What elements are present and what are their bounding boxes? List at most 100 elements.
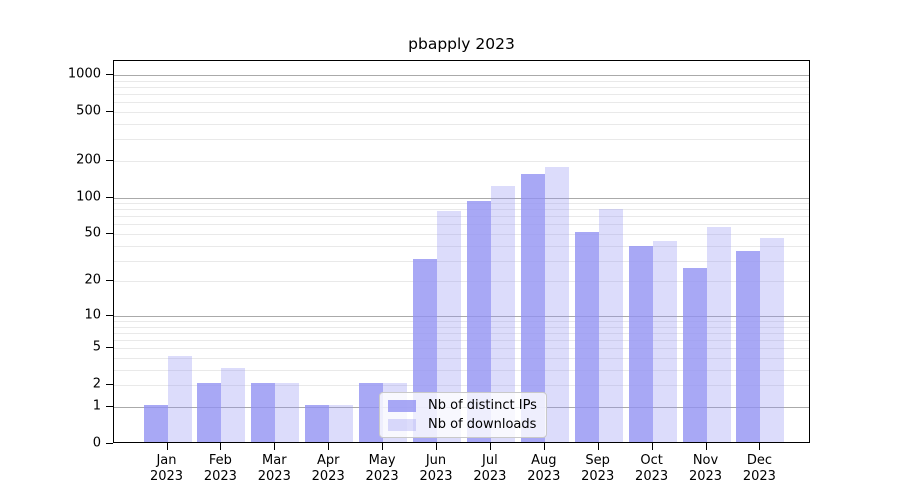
bar-distinct-ips <box>251 383 276 442</box>
x-tick-month: Jul <box>482 453 498 468</box>
gridline-minor <box>114 340 809 342</box>
y-tick-label: 200 <box>76 152 101 168</box>
gridline-minor <box>114 332 809 334</box>
legend-swatch-distinct-ips <box>388 399 416 412</box>
x-tick-month: Jan <box>156 453 177 468</box>
bar-distinct-ips <box>197 383 222 442</box>
x-tick-mark <box>382 443 384 450</box>
x-tick-year: 2023 <box>581 469 615 484</box>
legend-item-downloads: Nb of downloads <box>388 417 538 432</box>
gridline-minor <box>114 260 809 262</box>
gridline-minor <box>114 203 809 205</box>
x-tick-mark <box>328 443 330 450</box>
bar-downloads <box>598 208 623 442</box>
y-tick-label: 100 <box>76 189 101 205</box>
y-tick-label: 5 <box>92 339 101 355</box>
bar-downloads <box>221 367 246 442</box>
x-tick-label: Sep 2023 <box>566 453 630 485</box>
y-tick-mark <box>106 384 113 386</box>
bar-downloads <box>544 167 569 442</box>
x-tick-label: Feb 2023 <box>188 453 252 485</box>
gridline-major <box>114 315 809 317</box>
bar-distinct-ips <box>628 246 653 442</box>
gridline-major <box>114 75 809 77</box>
bar-downloads <box>760 237 785 442</box>
x-tick-label: Dec 2023 <box>727 453 791 485</box>
bar-distinct-ips <box>305 405 330 442</box>
x-tick-year: 2023 <box>419 469 453 484</box>
gridline-minor <box>114 234 809 236</box>
y-tick-mark <box>106 74 113 76</box>
gridline-minor <box>114 216 809 218</box>
y-tick-label: 1 <box>92 398 101 414</box>
gridline-minor <box>114 160 809 162</box>
plot-area: Nb of distinct IPs Nb of downloads <box>113 60 810 443</box>
bar-distinct-ips <box>574 232 599 442</box>
gridline-minor <box>114 86 809 88</box>
y-tick-label: 20 <box>84 272 101 288</box>
gridline-minor <box>114 281 809 283</box>
bar-distinct-ips <box>736 250 761 442</box>
gridline-minor <box>114 102 809 104</box>
gridline-minor <box>114 224 809 226</box>
gridline-minor <box>114 123 809 125</box>
chart-title: pbapply 2023 <box>408 35 515 53</box>
x-tick-year: 2023 <box>527 469 561 484</box>
x-tick-year: 2023 <box>635 469 669 484</box>
y-tick-label: 2 <box>92 376 101 392</box>
x-tick-label: Jun 2023 <box>404 453 468 485</box>
x-tick-mark <box>759 443 761 450</box>
legend-swatch-downloads <box>388 418 416 431</box>
legend: Nb of distinct IPs Nb of downloads <box>379 392 547 438</box>
x-tick-mark <box>705 443 707 450</box>
x-tick-mark <box>274 443 276 450</box>
x-tick-mark <box>597 443 599 450</box>
x-tick-month: May <box>368 453 396 468</box>
gridline-minor <box>114 209 809 211</box>
x-tick-label: Nov 2023 <box>674 453 738 485</box>
x-tick-month: Nov <box>692 453 719 468</box>
gridline-minor <box>114 326 809 328</box>
x-tick-year: 2023 <box>203 469 237 484</box>
y-tick-label: 0 <box>92 435 101 451</box>
legend-item-distinct-ips: Nb of distinct IPs <box>388 398 538 413</box>
y-tick-label: 1000 <box>67 66 101 82</box>
gridline-minor <box>114 94 809 96</box>
y-tick-mark <box>106 159 113 161</box>
y-tick-label: 500 <box>76 103 101 119</box>
x-tick-mark <box>166 443 168 450</box>
x-tick-label: Mar 2023 <box>242 453 306 485</box>
y-tick-mark <box>106 196 113 198</box>
gridline-minor <box>114 369 809 371</box>
y-tick-mark <box>106 280 113 282</box>
y-tick-mark <box>106 314 113 316</box>
y-tick-mark <box>106 233 113 235</box>
x-tick-month: Feb <box>208 453 232 468</box>
legend-label-downloads: Nb of downloads <box>428 417 537 432</box>
gridline-major <box>114 197 809 199</box>
bar-downloads <box>329 405 354 442</box>
x-tick-label: May 2023 <box>350 453 414 485</box>
x-tick-label: Apr 2023 <box>296 453 360 485</box>
x-tick-label: Oct 2023 <box>620 453 684 485</box>
x-tick-year: 2023 <box>365 469 399 484</box>
gridline-minor <box>114 245 809 247</box>
x-tick-month: Jun <box>425 453 447 468</box>
x-tick-year: 2023 <box>688 469 723 484</box>
x-tick-mark <box>489 443 491 450</box>
y-tick-mark <box>106 443 113 444</box>
x-tick-month: Mar <box>262 453 287 468</box>
bar-downloads <box>706 227 731 442</box>
y-tick-label: 50 <box>84 225 101 241</box>
bar-downloads <box>652 241 677 442</box>
gridline-minor <box>114 385 809 387</box>
gridline-minor <box>114 80 809 82</box>
x-tick-label: Aug 2023 <box>512 453 576 485</box>
x-tick-month: Sep <box>585 453 610 468</box>
bar-downloads <box>167 356 192 442</box>
x-tick-year: 2023 <box>742 469 776 484</box>
bar-distinct-ips <box>143 405 168 442</box>
gridline-minor <box>114 358 809 360</box>
gridline-minor <box>114 112 809 114</box>
